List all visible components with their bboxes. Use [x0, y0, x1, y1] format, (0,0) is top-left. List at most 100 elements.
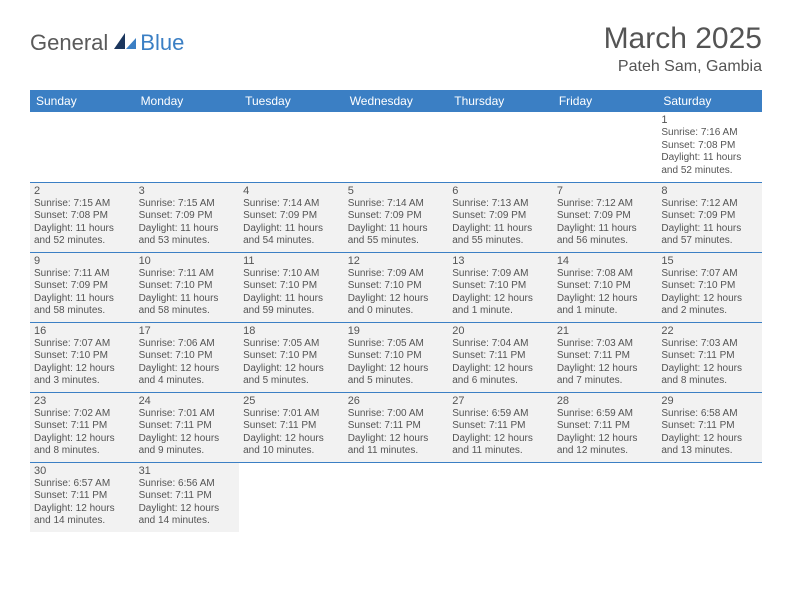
sunset-text: Sunset: 7:10 PM [348, 280, 445, 293]
logo-sail-icon [112, 31, 138, 56]
calendar-cell [448, 462, 553, 532]
day-number: 7 [557, 185, 654, 197]
daylight-text: Daylight: 11 hours and 58 minutes. [34, 293, 131, 318]
sunset-text: Sunset: 7:11 PM [557, 420, 654, 433]
calendar-cell: 27Sunrise: 6:59 AMSunset: 7:11 PMDayligh… [448, 392, 553, 462]
sunrise-text: Sunrise: 7:12 AM [557, 198, 654, 211]
sunset-text: Sunset: 7:09 PM [557, 210, 654, 223]
sunset-text: Sunset: 7:09 PM [34, 280, 131, 293]
day-number: 20 [452, 325, 549, 337]
day-header: Sunday [30, 90, 135, 112]
sunrise-text: Sunrise: 7:01 AM [243, 408, 340, 421]
calendar-row: 23Sunrise: 7:02 AMSunset: 7:11 PMDayligh… [30, 392, 762, 462]
day-number: 28 [557, 395, 654, 407]
calendar-cell [30, 112, 135, 182]
sunset-text: Sunset: 7:10 PM [661, 280, 758, 293]
calendar-cell: 9Sunrise: 7:11 AMSunset: 7:09 PMDaylight… [30, 252, 135, 322]
title-block: March 2025 Pateh Sam, Gambia [604, 22, 762, 76]
calendar-cell: 4Sunrise: 7:14 AMSunset: 7:09 PMDaylight… [239, 182, 344, 252]
sunrise-text: Sunrise: 7:03 AM [661, 338, 758, 351]
logo: General Blue [30, 22, 184, 56]
calendar-table: Sunday Monday Tuesday Wednesday Thursday… [30, 90, 762, 532]
day-number: 8 [661, 185, 758, 197]
daylight-text: Daylight: 12 hours and 13 minutes. [661, 433, 758, 458]
sunset-text: Sunset: 7:10 PM [139, 350, 236, 363]
calendar-cell [553, 112, 658, 182]
day-header: Tuesday [239, 90, 344, 112]
day-header: Wednesday [344, 90, 449, 112]
sunset-text: Sunset: 7:10 PM [243, 350, 340, 363]
sunset-text: Sunset: 7:11 PM [661, 420, 758, 433]
day-number: 19 [348, 325, 445, 337]
day-number: 13 [452, 255, 549, 267]
calendar-cell: 31Sunrise: 6:56 AMSunset: 7:11 PMDayligh… [135, 462, 240, 532]
sunrise-text: Sunrise: 7:07 AM [34, 338, 131, 351]
calendar-cell: 26Sunrise: 7:00 AMSunset: 7:11 PMDayligh… [344, 392, 449, 462]
sunset-text: Sunset: 7:11 PM [243, 420, 340, 433]
day-number: 31 [139, 465, 236, 477]
calendar-cell: 13Sunrise: 7:09 AMSunset: 7:10 PMDayligh… [448, 252, 553, 322]
day-number: 17 [139, 325, 236, 337]
sunrise-text: Sunrise: 7:13 AM [452, 198, 549, 211]
sunset-text: Sunset: 7:09 PM [452, 210, 549, 223]
calendar-cell: 28Sunrise: 6:59 AMSunset: 7:11 PMDayligh… [553, 392, 658, 462]
daylight-text: Daylight: 12 hours and 3 minutes. [34, 363, 131, 388]
calendar-cell [344, 462, 449, 532]
sunset-text: Sunset: 7:11 PM [452, 420, 549, 433]
day-number: 11 [243, 255, 340, 267]
calendar-cell: 11Sunrise: 7:10 AMSunset: 7:10 PMDayligh… [239, 252, 344, 322]
calendar-cell: 18Sunrise: 7:05 AMSunset: 7:10 PMDayligh… [239, 322, 344, 392]
day-header: Thursday [448, 90, 553, 112]
daylight-text: Daylight: 12 hours and 6 minutes. [452, 363, 549, 388]
calendar-cell: 23Sunrise: 7:02 AMSunset: 7:11 PMDayligh… [30, 392, 135, 462]
sunset-text: Sunset: 7:10 PM [34, 350, 131, 363]
calendar-row: 9Sunrise: 7:11 AMSunset: 7:09 PMDaylight… [30, 252, 762, 322]
daylight-text: Daylight: 11 hours and 54 minutes. [243, 223, 340, 248]
daylight-text: Daylight: 12 hours and 12 minutes. [557, 433, 654, 458]
calendar-cell [239, 112, 344, 182]
daylight-text: Daylight: 12 hours and 4 minutes. [139, 363, 236, 388]
day-number: 12 [348, 255, 445, 267]
calendar-cell: 22Sunrise: 7:03 AMSunset: 7:11 PMDayligh… [657, 322, 762, 392]
sunset-text: Sunset: 7:08 PM [661, 140, 758, 153]
sunset-text: Sunset: 7:11 PM [348, 420, 445, 433]
sunrise-text: Sunrise: 7:06 AM [139, 338, 236, 351]
logo-text-general: General [30, 30, 108, 56]
daylight-text: Daylight: 12 hours and 10 minutes. [243, 433, 340, 458]
day-number: 3 [139, 185, 236, 197]
sunset-text: Sunset: 7:11 PM [34, 490, 131, 503]
calendar-cell: 12Sunrise: 7:09 AMSunset: 7:10 PMDayligh… [344, 252, 449, 322]
day-number: 2 [34, 185, 131, 197]
day-header: Saturday [657, 90, 762, 112]
daylight-text: Daylight: 12 hours and 0 minutes. [348, 293, 445, 318]
daylight-text: Daylight: 12 hours and 8 minutes. [661, 363, 758, 388]
daylight-text: Daylight: 11 hours and 52 minutes. [34, 223, 131, 248]
daylight-text: Daylight: 12 hours and 8 minutes. [34, 433, 131, 458]
day-number: 15 [661, 255, 758, 267]
calendar-row: 1Sunrise: 7:16 AMSunset: 7:08 PMDaylight… [30, 112, 762, 182]
calendar-cell: 25Sunrise: 7:01 AMSunset: 7:11 PMDayligh… [239, 392, 344, 462]
location-text: Pateh Sam, Gambia [604, 58, 762, 76]
daylight-text: Daylight: 12 hours and 5 minutes. [243, 363, 340, 388]
sunset-text: Sunset: 7:11 PM [557, 350, 654, 363]
day-number: 24 [139, 395, 236, 407]
day-number: 25 [243, 395, 340, 407]
sunrise-text: Sunrise: 7:15 AM [34, 198, 131, 211]
calendar-body: 1Sunrise: 7:16 AMSunset: 7:08 PMDaylight… [30, 112, 762, 532]
calendar-cell: 29Sunrise: 6:58 AMSunset: 7:11 PMDayligh… [657, 392, 762, 462]
sunrise-text: Sunrise: 6:58 AM [661, 408, 758, 421]
daylight-text: Daylight: 11 hours and 55 minutes. [348, 223, 445, 248]
daylight-text: Daylight: 12 hours and 2 minutes. [661, 293, 758, 318]
sunset-text: Sunset: 7:09 PM [661, 210, 758, 223]
sunrise-text: Sunrise: 7:16 AM [661, 127, 758, 140]
day-number: 4 [243, 185, 340, 197]
daylight-text: Daylight: 11 hours and 53 minutes. [139, 223, 236, 248]
daylight-text: Daylight: 12 hours and 11 minutes. [348, 433, 445, 458]
sunset-text: Sunset: 7:11 PM [139, 490, 236, 503]
day-header: Friday [553, 90, 658, 112]
sunrise-text: Sunrise: 7:15 AM [139, 198, 236, 211]
calendar-header-row: Sunday Monday Tuesday Wednesday Thursday… [30, 90, 762, 112]
day-number: 22 [661, 325, 758, 337]
sunrise-text: Sunrise: 7:12 AM [661, 198, 758, 211]
day-number: 6 [452, 185, 549, 197]
